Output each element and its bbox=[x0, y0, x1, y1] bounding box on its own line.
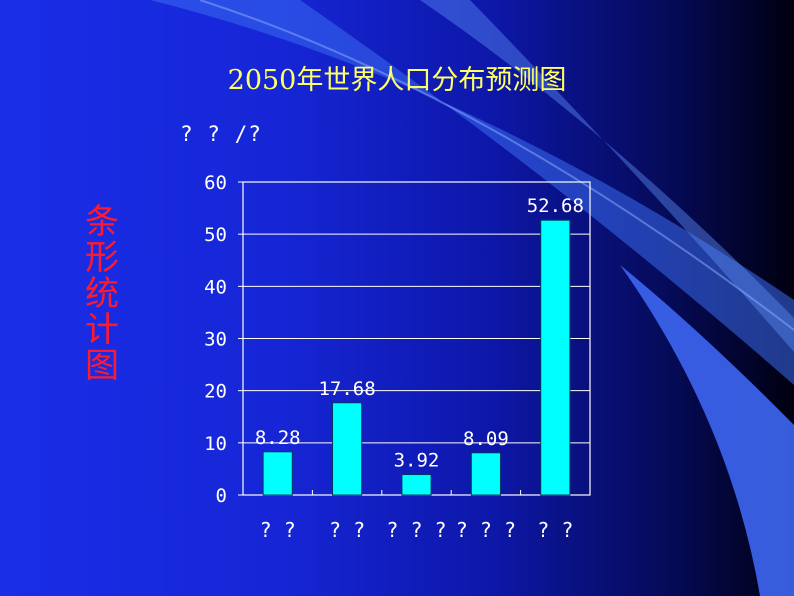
bar bbox=[470, 452, 501, 496]
x-tick-label: ? ? ? bbox=[456, 518, 516, 542]
y-tick-label: 50 bbox=[204, 224, 227, 246]
y-tick-label: 10 bbox=[204, 433, 227, 455]
bar bbox=[540, 219, 571, 496]
chart-title: 2050年世界人口分布预测图 bbox=[227, 65, 567, 96]
y-tick-label: 20 bbox=[204, 381, 227, 403]
data-label: 3.92 bbox=[394, 450, 440, 472]
x-tick-label: ? ? bbox=[329, 518, 365, 542]
side-label: 条形统计图 bbox=[85, 202, 119, 386]
data-label: 8.28 bbox=[255, 427, 301, 449]
y-tick-label: 40 bbox=[204, 276, 227, 298]
x-tick-label: ? ? ? bbox=[386, 518, 446, 542]
y-axis-label: ? ? /? bbox=[180, 122, 262, 146]
y-tick-label: 60 bbox=[204, 172, 227, 194]
x-tick-label: ? ? bbox=[537, 518, 573, 542]
y-tick-label: 0 bbox=[216, 485, 227, 507]
y-tick-label: 30 bbox=[204, 329, 227, 351]
data-label: 52.68 bbox=[527, 195, 584, 217]
bar bbox=[332, 402, 363, 496]
bar bbox=[401, 474, 432, 496]
bar bbox=[262, 451, 293, 496]
data-label: 17.68 bbox=[318, 378, 375, 400]
data-label: 8.09 bbox=[463, 428, 509, 450]
x-tick-label: ? ? bbox=[260, 518, 296, 542]
